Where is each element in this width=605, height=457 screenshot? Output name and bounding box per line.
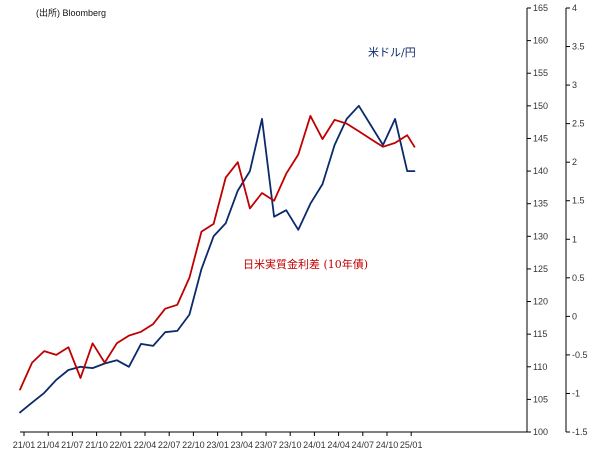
x-tick-label: 21/04 bbox=[37, 440, 60, 450]
right-tick-label: -0.5 bbox=[572, 350, 588, 360]
x-tick-label: 23/04 bbox=[231, 440, 254, 450]
x-tick-label: 24/07 bbox=[352, 440, 375, 450]
x-tick-label: 22/01 bbox=[110, 440, 133, 450]
left-tick-label: 105 bbox=[533, 394, 548, 404]
x-tick-label: 24/01 bbox=[303, 440, 326, 450]
x-tick-label: 21/01 bbox=[13, 440, 36, 450]
right-tick-label: 3.5 bbox=[572, 42, 585, 52]
left-tick-label: 145 bbox=[533, 133, 548, 143]
series-layer bbox=[19, 104, 416, 414]
x-tick-label: 22/04 bbox=[134, 440, 157, 450]
plot-area bbox=[20, 8, 527, 432]
left-tick-label: 120 bbox=[533, 297, 548, 307]
right-tick-label: 1.5 bbox=[572, 196, 585, 206]
left-tick-label: 110 bbox=[533, 362, 547, 372]
right-tick-label: 0 bbox=[572, 311, 577, 321]
rate-diff-line bbox=[19, 115, 416, 391]
x-tick-label: 23/07 bbox=[255, 440, 278, 450]
right-axis-ticks: -1.5 -1 -0.5 0 0.5 1 1.5 2 2.5 3 3.5 4 bbox=[566, 3, 588, 437]
left-tick-label: 130 bbox=[533, 231, 548, 241]
x-tick-label: 23/10 bbox=[279, 440, 302, 450]
x-tick-label: 22/07 bbox=[158, 440, 181, 450]
x-axis-ticks: 21/01 21/04 21/07 21/10 22/01 22/04 22/07 22/10… bbox=[13, 432, 423, 450]
right-tick-label: 3 bbox=[572, 80, 577, 90]
right-tick-label: -1 bbox=[572, 388, 580, 398]
left-tick-label: 135 bbox=[533, 199, 548, 209]
x-tick-label: 23/01 bbox=[206, 440, 229, 450]
right-tick-label: 1 bbox=[572, 234, 577, 244]
right-tick-label: -1.5 bbox=[572, 427, 588, 437]
left-tick-label: 165 bbox=[533, 3, 548, 13]
x-tick-label: 21/07 bbox=[61, 440, 84, 450]
left-tick-label: 115 bbox=[533, 329, 547, 339]
x-tick-label: 24/10 bbox=[376, 440, 399, 450]
left-axis-ticks: 100 105 110 115 120 125 130 135 140 145 150 155 160 1… bbox=[527, 3, 548, 437]
usdjpy-line bbox=[19, 104, 416, 414]
source-note: (出所) Bloomberg bbox=[36, 7, 106, 18]
left-tick-label: 140 bbox=[533, 166, 548, 176]
right-tick-label: 4 bbox=[572, 3, 577, 13]
x-tick-label: 22/10 bbox=[182, 440, 205, 450]
left-tick-label: 100 bbox=[533, 427, 548, 437]
right-tick-label: 2 bbox=[572, 157, 577, 167]
left-tick-label: 125 bbox=[533, 264, 548, 274]
x-tick-label: 25/01 bbox=[400, 440, 423, 450]
x-tick-label: 21/10 bbox=[85, 440, 108, 450]
usdjpy-series-label: 米ドル/円 bbox=[368, 46, 416, 59]
right-tick-label: 2.5 bbox=[572, 119, 585, 129]
x-tick-label: 24/04 bbox=[327, 440, 350, 450]
rate-diff-series-label: 日米実質金利差 (10年債) bbox=[243, 257, 368, 271]
left-tick-label: 155 bbox=[533, 68, 548, 78]
left-tick-label: 150 bbox=[533, 101, 548, 111]
left-tick-label: 160 bbox=[533, 36, 548, 46]
right-tick-label: 0.5 bbox=[572, 273, 585, 283]
